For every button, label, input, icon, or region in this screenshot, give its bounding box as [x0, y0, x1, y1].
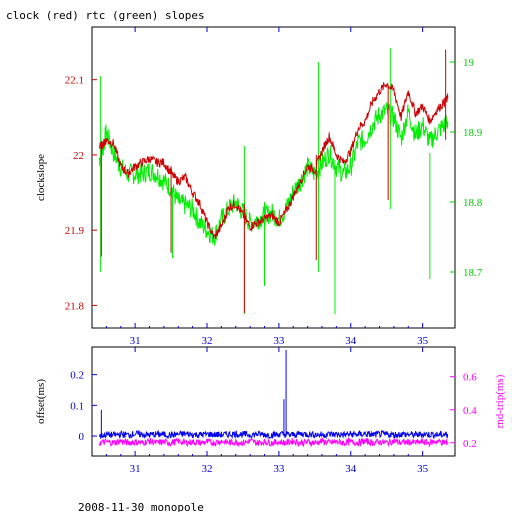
y2-tick-label: 19	[463, 57, 475, 69]
x-tick-label: 34	[345, 335, 357, 347]
series-line-clock	[98, 82, 449, 240]
x-tick-label: 33	[273, 463, 285, 475]
y-tick-label: 0.1	[70, 400, 84, 412]
chart-footer: 2008-11-30 monopole	[78, 501, 204, 512]
x-tick-label: 33	[273, 335, 285, 347]
y-tick-label: 22	[73, 150, 84, 162]
top-plot-frame	[91, 26, 456, 329]
y2-tick-label: 0.4	[463, 405, 477, 417]
series-line-offset	[98, 429, 449, 440]
y-tick-label: 0	[79, 431, 85, 443]
y2-tick-label: 0.6	[463, 372, 477, 384]
x-tick-label: 31	[130, 463, 141, 475]
top-panel: 31 32 33 34 35 21.8 21.9 22 22.1 18.7 18.8 18.9 19 cl…	[35, 26, 483, 347]
bottom-panel: 31 32 33 34 35 0 0.1 0.2 0.2 0.4 0.6 offset(ms) rnd-…	[35, 346, 506, 475]
x-tick-label: 32	[202, 463, 213, 475]
y-axis-label: offset(ms)	[35, 379, 47, 424]
y-tick-label: 0.2	[70, 370, 84, 382]
y2-axis-label: rnd-trip(ms)	[494, 374, 506, 428]
y-tick-label: 22.1	[65, 75, 84, 87]
x-tick-label: 35	[417, 463, 429, 475]
y-axis-label: clockslope	[35, 154, 47, 201]
y2-tick-label: 0.2	[463, 438, 477, 450]
x-tick-label: 31	[130, 335, 141, 347]
y-tick-label: 21.8	[65, 300, 85, 312]
y2-tick-label: 18.8	[463, 197, 483, 209]
y-tick-label: 21.9	[65, 225, 85, 237]
y2-tick-label: 18.9	[463, 127, 483, 139]
x-tick-label: 32	[202, 335, 213, 347]
series-line-rtc	[98, 102, 449, 246]
chart-title: clock (red) rtc (green) slopes	[6, 9, 205, 22]
y2-tick-label: 18.7	[463, 267, 483, 279]
series-line-rnd-trip	[98, 436, 449, 448]
x-tick-label: 35	[417, 335, 429, 347]
x-tick-label: 34	[345, 463, 357, 475]
bottom-plot-frame	[91, 346, 456, 457]
